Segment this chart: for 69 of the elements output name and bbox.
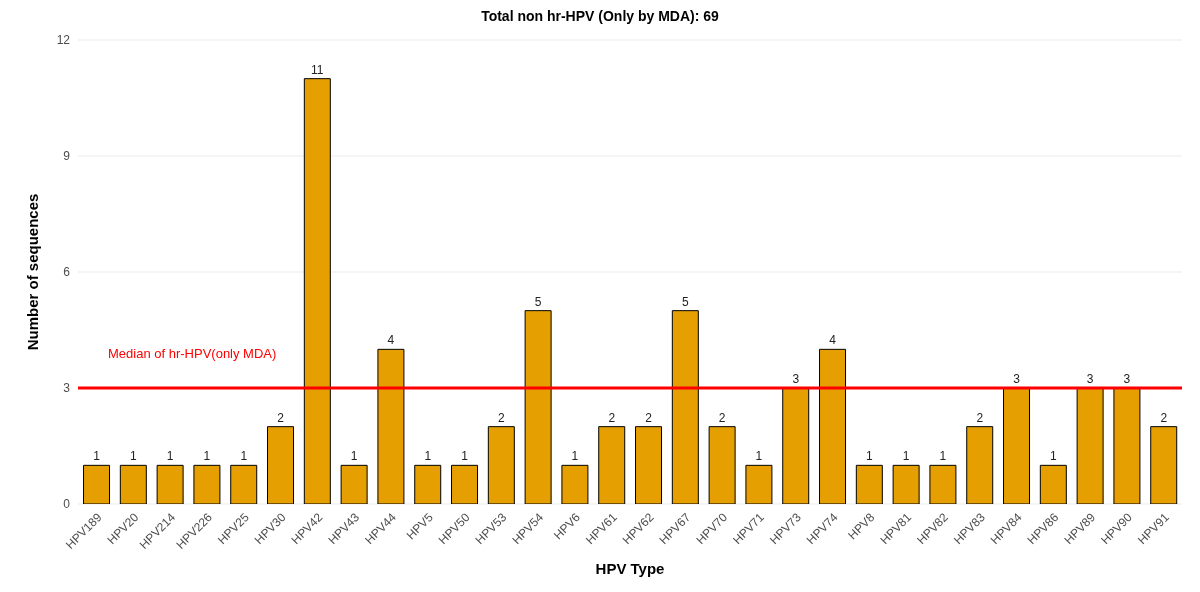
- bar: [156, 464, 184, 504]
- data-label: 1: [755, 449, 763, 464]
- data-label: 2: [645, 410, 653, 425]
- data-label: 11: [311, 62, 324, 77]
- chart-title: Total non hr-HPV (Only by MDA): 69: [480, 8, 720, 26]
- data-label: 4: [829, 333, 837, 348]
- bar: [414, 464, 442, 504]
- data-label: 2: [277, 410, 285, 425]
- data-label: 5: [534, 294, 542, 309]
- data-label: 2: [718, 410, 726, 425]
- data-label: 3: [1086, 372, 1094, 386]
- bar: [745, 464, 773, 504]
- bar: [1039, 464, 1067, 504]
- bar: [193, 464, 221, 504]
- bar: [855, 464, 883, 504]
- y-axis-title: Number of sequences: [24, 193, 42, 351]
- data-label: 4: [387, 333, 395, 348]
- bar: [1076, 387, 1104, 504]
- bar: [929, 464, 957, 504]
- data-label: 1: [129, 449, 137, 464]
- data-label: 1: [1049, 449, 1057, 464]
- data-label: 1: [939, 449, 947, 464]
- data-label: 1: [166, 449, 174, 464]
- bar: [966, 426, 994, 504]
- y-tick-label: 12: [56, 33, 71, 48]
- bar: [1150, 426, 1178, 504]
- data-label: 3: [792, 372, 800, 386]
- data-label: 1: [203, 449, 211, 464]
- bar: [782, 387, 810, 504]
- bar: [819, 348, 847, 504]
- data-label: 1: [902, 449, 910, 464]
- bar: [119, 464, 147, 504]
- data-label: 1: [461, 449, 469, 464]
- bar: [377, 348, 405, 504]
- bar: [671, 310, 699, 504]
- ref-line-label: Median of hr-HPV(only MDA): [108, 346, 277, 361]
- data-label: 5: [681, 294, 689, 309]
- bar: [598, 426, 626, 504]
- bar: [635, 426, 663, 504]
- data-label: 1: [571, 449, 579, 464]
- bar: [267, 426, 295, 504]
- bar: [1003, 387, 1031, 504]
- bar: [487, 426, 515, 504]
- bar: [340, 464, 368, 504]
- data-label: 2: [497, 410, 505, 425]
- x-axis-title: HPV Type: [595, 560, 665, 577]
- bar: [1113, 387, 1141, 504]
- bar: [83, 464, 111, 504]
- data-label: 1: [350, 449, 358, 464]
- bar: [303, 78, 331, 504]
- data-label: 1: [93, 449, 101, 464]
- bar: [230, 464, 258, 504]
- data-label: 2: [1160, 410, 1168, 425]
- bar: [561, 464, 589, 504]
- data-label: 1: [240, 449, 248, 464]
- y-tick-label: 3: [63, 381, 71, 396]
- bar: [451, 464, 479, 504]
- bar: [892, 464, 920, 504]
- data-label: 1: [865, 449, 873, 464]
- bar: [708, 426, 736, 504]
- data-label: 2: [608, 410, 616, 425]
- data-label: 2: [976, 410, 984, 425]
- data-label: 1: [424, 449, 432, 464]
- bar: [524, 310, 552, 504]
- y-tick-label: 0: [63, 497, 71, 512]
- data-label: 3: [1013, 372, 1021, 386]
- y-tick-label: 6: [63, 265, 71, 280]
- y-tick-label: 9: [63, 149, 71, 164]
- data-label: 3: [1123, 372, 1131, 386]
